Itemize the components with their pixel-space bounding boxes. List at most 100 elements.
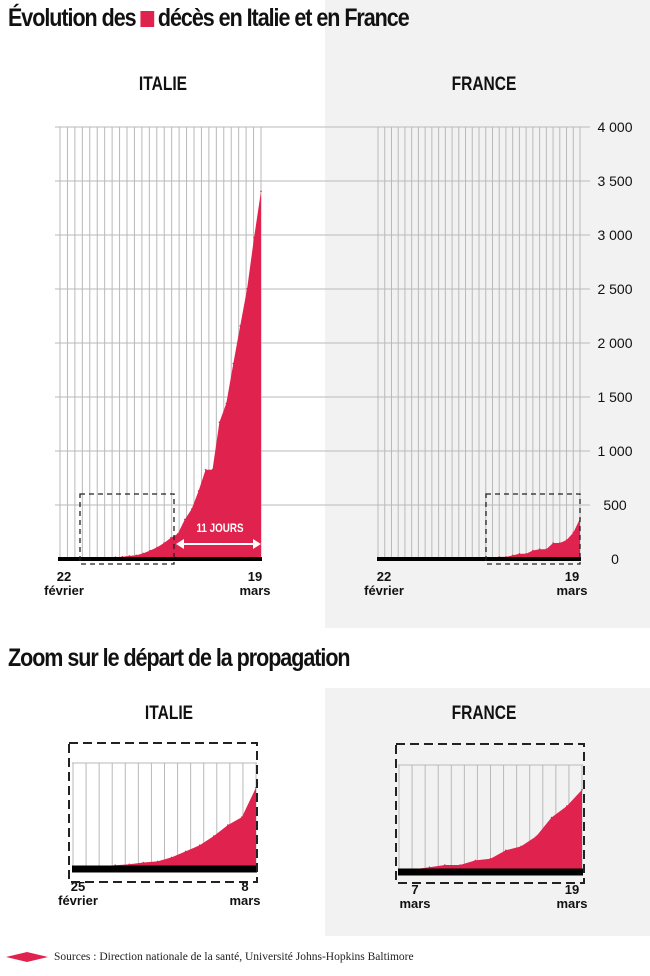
x-tick-label-end: mars xyxy=(556,896,587,911)
x-tick-label-start: mars xyxy=(399,896,430,911)
data-point xyxy=(177,533,179,535)
data-point xyxy=(581,788,583,791)
y-tick-label: 3 500 xyxy=(597,173,632,189)
data-point xyxy=(511,554,514,557)
data-point xyxy=(135,554,137,557)
data-point xyxy=(142,552,144,555)
data-point xyxy=(565,539,568,541)
y-tick-label: 2 500 xyxy=(597,281,632,297)
panel-title: FRANCE xyxy=(452,702,517,724)
series-area-deces xyxy=(378,518,580,559)
x-tick-label-end: mars xyxy=(239,583,270,598)
x-tick-label-end: mars xyxy=(556,583,587,598)
source-note: Sources : Direction nationale de la sant… xyxy=(6,951,414,963)
page-title: Évolution des décès en Italie et en Franc… xyxy=(8,4,410,33)
data-point xyxy=(246,287,248,290)
y-tick-label: 0 xyxy=(611,551,619,567)
x-tick-label-end: mars xyxy=(229,893,260,908)
data-point xyxy=(428,866,431,868)
zoom-selection-box-france xyxy=(485,493,581,565)
y-tick-label: 500 xyxy=(603,497,627,513)
panel-title: FRANCE xyxy=(452,73,517,95)
france-zoom-panel-background xyxy=(325,688,650,936)
data-point xyxy=(566,805,568,807)
data-point xyxy=(232,362,235,365)
data-point xyxy=(197,490,200,492)
x-tick-label-start: février xyxy=(364,583,404,598)
data-point xyxy=(552,542,554,544)
data-point xyxy=(241,816,243,818)
accent-diamond-icon xyxy=(6,952,48,963)
data-point xyxy=(204,468,207,471)
x-tick-label-start: 22 xyxy=(377,569,391,584)
data-point xyxy=(190,508,193,510)
x-tick-label-end: 19 xyxy=(565,882,579,897)
x-tick-label-start: février xyxy=(58,893,98,908)
data-point xyxy=(572,531,575,534)
data-point xyxy=(198,844,201,846)
zoom-section-title: Zoom sur le départ de la propagation xyxy=(8,644,351,672)
data-point xyxy=(518,553,521,555)
data-point xyxy=(170,536,172,539)
x-tick-label-start: 7 xyxy=(411,882,418,897)
data-point xyxy=(239,325,241,327)
data-point xyxy=(163,542,165,544)
y-tick-label: 1 000 xyxy=(597,443,632,459)
series-area-deces xyxy=(73,787,256,869)
data-point xyxy=(444,864,446,866)
page-title-start: Évolution des xyxy=(8,4,137,32)
panel-title: ITALIE xyxy=(139,73,187,95)
data-point xyxy=(184,518,186,521)
x-tick-label-start: 22 xyxy=(57,569,71,584)
x-tick-label-start: février xyxy=(44,583,84,598)
data-point xyxy=(170,856,173,859)
data-point xyxy=(538,548,541,550)
data-point xyxy=(532,549,534,552)
data-point xyxy=(559,542,561,544)
x-tick-label-end: 19 xyxy=(248,569,262,584)
data-point xyxy=(149,549,151,552)
data-point xyxy=(489,857,492,860)
data-point xyxy=(545,548,548,550)
series-area-deces xyxy=(399,789,582,872)
data-point xyxy=(156,860,159,863)
annotation-arrow-left-icon xyxy=(176,539,184,549)
source-text: Sources : Direction nationale de la sant… xyxy=(54,951,414,963)
data-point xyxy=(211,468,214,471)
data-point xyxy=(213,835,215,837)
data-point xyxy=(227,824,229,826)
y-tick-label: 1 500 xyxy=(597,389,632,405)
annotation-label: 11 JOURS xyxy=(196,522,243,535)
data-point xyxy=(142,861,145,864)
series-area-deces xyxy=(60,191,261,560)
panel-title: ITALIE xyxy=(145,702,193,724)
data-point xyxy=(128,555,131,557)
data-point xyxy=(218,421,221,424)
zoom-frame-italie xyxy=(68,742,258,883)
data-point xyxy=(525,553,527,555)
data-point xyxy=(225,402,228,405)
y-tick-label: 4 000 xyxy=(597,119,632,135)
zoom-selection-box-italie xyxy=(79,493,175,565)
y-tick-label: 2 000 xyxy=(597,335,632,351)
data-point xyxy=(520,845,522,848)
x-tick-label-end: 19 xyxy=(565,569,579,584)
data-point xyxy=(260,190,262,193)
x-tick-label-end: 8 xyxy=(241,879,248,894)
page-title-end: décès en Italie et en France xyxy=(157,4,410,32)
data-point xyxy=(474,859,477,862)
y-tick-label: 3 000 xyxy=(597,227,632,243)
data-point xyxy=(550,816,553,819)
annotation-arrow-right-icon xyxy=(253,539,261,549)
zoom-frame-france xyxy=(395,743,585,884)
data-point xyxy=(156,546,158,549)
data-point xyxy=(253,236,255,239)
data-point xyxy=(535,835,538,838)
data-point xyxy=(184,850,187,853)
data-point xyxy=(459,864,461,866)
legend-swatch xyxy=(140,11,155,27)
data-point xyxy=(128,863,131,866)
france-panel-background xyxy=(325,0,650,628)
data-point xyxy=(505,849,507,852)
